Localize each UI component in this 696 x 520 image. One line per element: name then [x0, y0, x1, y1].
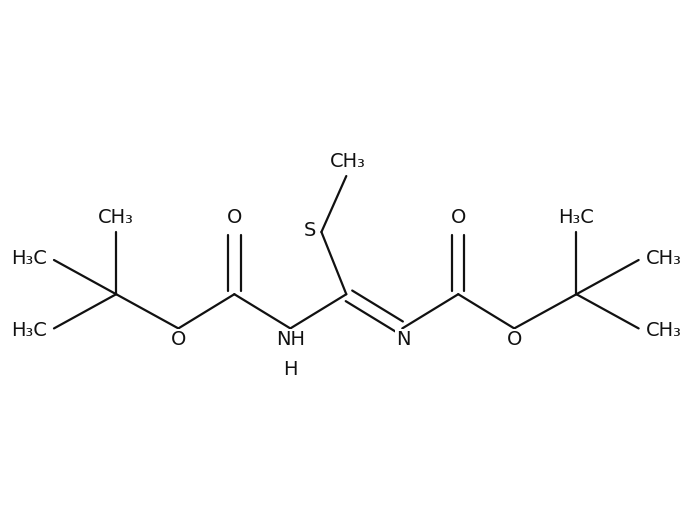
Text: H: H — [283, 359, 298, 379]
Text: S: S — [304, 222, 317, 240]
Text: CH₃: CH₃ — [646, 249, 682, 268]
Text: O: O — [450, 208, 466, 227]
Text: H₃C: H₃C — [10, 249, 47, 268]
Text: NH: NH — [276, 330, 305, 349]
Text: CH₃: CH₃ — [98, 208, 134, 227]
Text: CH₃: CH₃ — [330, 152, 365, 171]
Text: H₃C: H₃C — [558, 208, 594, 227]
Text: N: N — [396, 330, 411, 349]
Text: CH₃: CH₃ — [646, 321, 682, 340]
Text: H₃C: H₃C — [10, 321, 47, 340]
Text: O: O — [171, 330, 186, 349]
Text: O: O — [507, 330, 522, 349]
Text: O: O — [227, 208, 242, 227]
